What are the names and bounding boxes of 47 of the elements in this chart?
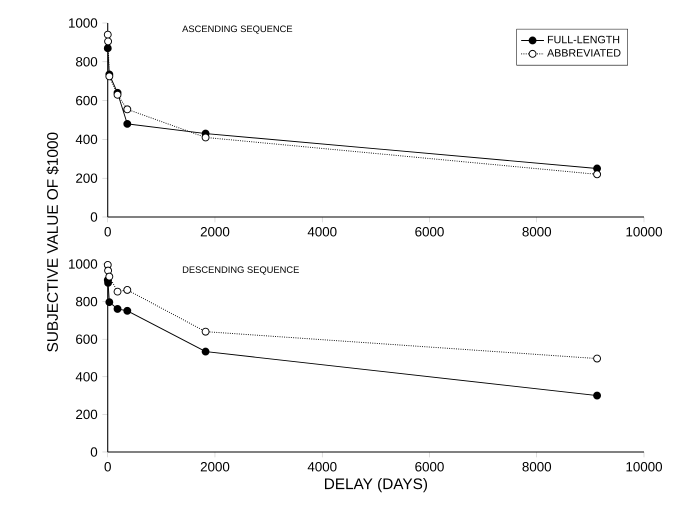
point [202,134,210,142]
point [123,286,132,294]
point [104,37,112,46]
legend-label: FULL-LENGTH [548,36,620,44]
x-tick-label: 6000 [415,227,444,236]
y-tick-label: 0 [90,212,98,222]
y-tick-label: 1000 [69,18,98,28]
x-tick-label: 10000 [626,227,662,236]
y-tick-label: 200 [76,410,98,420]
x-tick-label: 8000 [522,462,552,472]
point [114,304,122,313]
y-tick-label: 800 [76,296,98,306]
point [104,44,112,52]
y-axis-title: SUBJECTIVE VALUE OF $1000 [46,132,59,352]
x-tick-label: 10000 [626,462,662,472]
x-tick-label: 0 [104,227,111,236]
y-tick-label: 0 [90,447,98,457]
point [114,288,122,296]
chart-title: DESCENDING SEQUENCE [182,266,299,275]
chart-title: ASCENDING SEQUENCE [182,26,292,34]
y-tick-label: 400 [76,134,98,144]
x-tick-label: 8000 [522,227,552,236]
point [202,348,210,356]
legend-label: ABBREVIATED [547,49,620,57]
y-tick-label: 200 [76,173,98,183]
point [123,306,132,315]
x-axis-title: DELAY (DAYS) [324,478,428,492]
x-tick-label: 6000 [415,462,444,472]
y-tick-label: 600 [76,96,98,106]
x-tick-label: 4000 [308,227,337,236]
point [104,30,112,39]
y-tick-label: 400 [76,372,98,382]
point [123,105,132,114]
point [593,170,602,178]
x-tick-label: 0 [104,462,111,472]
point [105,298,114,306]
point [593,354,602,362]
y-tick-label: 600 [76,334,98,344]
x-tick-label: 2000 [200,227,230,236]
point [593,392,602,400]
x-tick-label: 4000 [308,462,337,472]
point [105,272,114,281]
point [123,120,132,128]
y-tick-label: 1000 [69,259,98,269]
y-tick-label: 800 [76,57,98,67]
x-tick-label: 2000 [200,462,230,472]
point [202,328,210,336]
